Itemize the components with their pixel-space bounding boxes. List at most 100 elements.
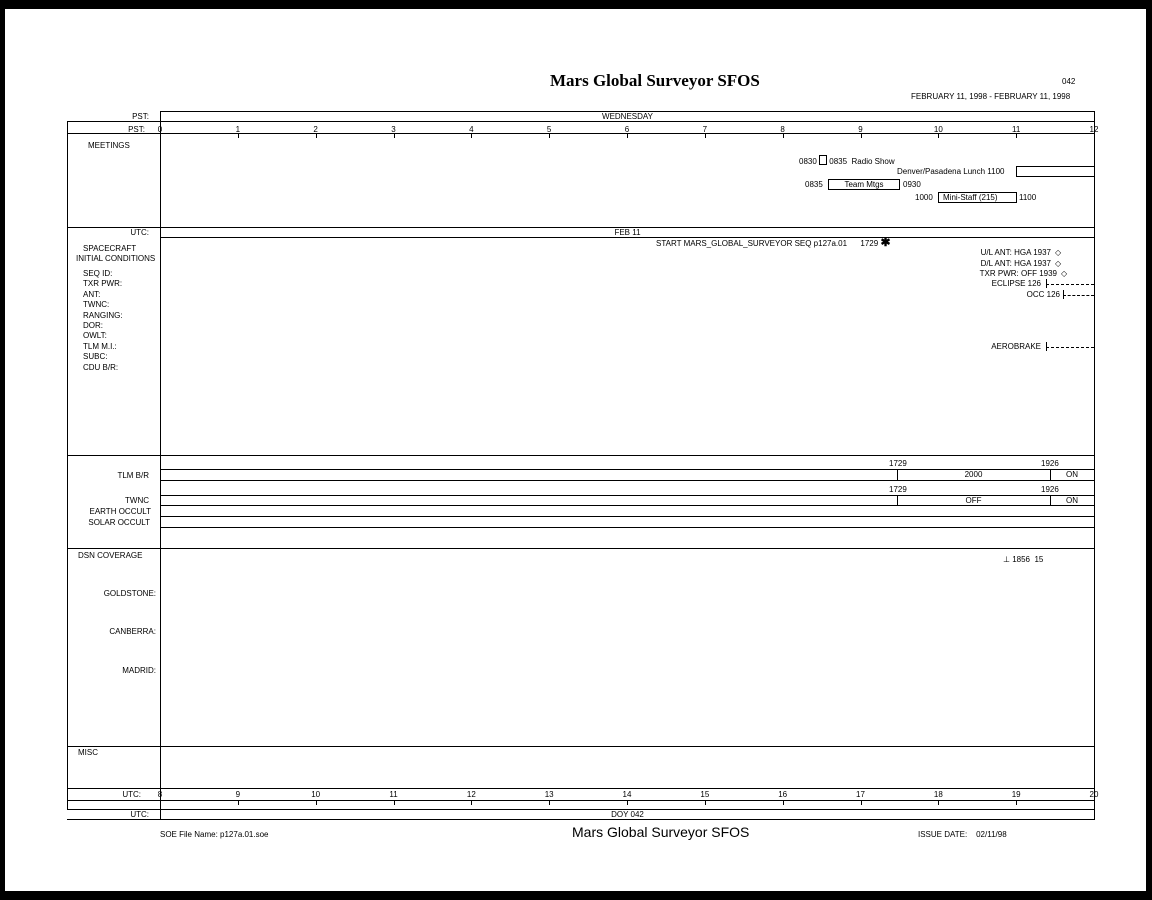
spacecraft-field-label: TWNC: — [83, 300, 110, 310]
file-name: SOE File Name: p127a.01.soe — [160, 830, 269, 839]
axis-tick-label: 15 — [700, 790, 710, 799]
initial-conditions-title: INITIAL CONDITIONS — [76, 254, 156, 263]
asterisk-icon: ✱ — [880, 235, 891, 249]
axis-tick — [1016, 800, 1018, 805]
axis-tick — [237, 133, 239, 138]
spacecraft-field-label: TLM M.I.: — [83, 341, 117, 351]
spacecraft-title: SPACECRAFT — [83, 244, 137, 253]
spacecraft-field-label: DOR: — [83, 321, 103, 330]
axis-tick — [393, 133, 395, 138]
axis-tick-label: 8 — [780, 125, 785, 134]
utc-date-value: FEB 11 — [614, 228, 641, 237]
axis-tick — [704, 133, 706, 138]
axis-tick — [627, 133, 628, 138]
axis-tick-label: 3 — [391, 125, 396, 134]
utc-axis-label: UTC: — [122, 790, 141, 799]
utc-date-label: UTC: — [130, 228, 149, 237]
ul-ant-event: U/L ANT: HGA 1937 — [980, 248, 1051, 257]
doy-label: UTC: — [130, 810, 149, 819]
axis-tick — [938, 800, 940, 805]
meeting-radio-show: 0830 0835 Radio Show — [799, 155, 895, 166]
axis-tick-label: 10 — [311, 790, 321, 799]
axis-tick-label: 18 — [933, 790, 943, 799]
meeting-mini-staff: Mini-Staff (215) — [938, 192, 1017, 203]
spacecraft-field-label: RANGING: — [83, 310, 123, 320]
canberra-label: CANBERRA: — [109, 627, 156, 636]
aerobrake-event: AEROBRAKE — [991, 342, 1041, 351]
axis-tick-label: 8 — [157, 790, 163, 799]
twnc-v1: OFF — [965, 496, 982, 505]
axis-tick-label: 11 — [1012, 125, 1021, 134]
axis-tick-label: 13 — [544, 790, 554, 799]
axis-tick-label: 12 — [1089, 125, 1099, 134]
axis-tick — [471, 800, 473, 805]
axis-tick — [315, 133, 317, 138]
dsn-event: ⊥ 1856 15 — [1003, 555, 1044, 564]
sfos-page: Mars Global Surveyor SFOS 042 FEBRUARY 1… — [5, 9, 1146, 891]
mini-staff-end: 1100 — [1019, 193, 1037, 202]
axis-tick-label: 7 — [702, 125, 708, 134]
occ-event: OCC 126 — [1026, 290, 1060, 299]
axis-tick-label: 19 — [1011, 790, 1021, 799]
axis-tick — [860, 800, 862, 805]
diamond-icon: ◇ — [1055, 259, 1062, 268]
axis-tick — [704, 800, 706, 805]
page-title: Mars Global Surveyor SFOS — [550, 71, 760, 90]
doy-value: DOY 042 — [611, 810, 644, 819]
axis-tick — [549, 133, 551, 138]
misc-label: MISC — [78, 748, 98, 757]
axis-tick — [782, 800, 784, 805]
axis-tick-label: 4 — [469, 125, 474, 134]
team-mtgs-end: 0930 — [903, 180, 921, 189]
date-range: FEBRUARY 11, 1998 - FEBRUARY 11, 1998 — [911, 92, 1071, 101]
twnc-t2: 1926 — [1041, 485, 1059, 494]
axis-tick — [237, 800, 239, 805]
spacecraft-field-label: SEQ ID: — [83, 269, 113, 278]
eclipse-event: ECLIPSE 126 — [991, 279, 1041, 288]
txr-pwr-event: TXR PWR: OFF 1939 — [979, 269, 1057, 278]
axis-tick — [938, 133, 940, 138]
doc-number: 042 — [1062, 77, 1076, 86]
axis-tick-label: 9 — [858, 125, 863, 134]
spacecraft-field-label: OWLT: — [83, 331, 107, 341]
axis-tick-label: 11 — [389, 790, 398, 799]
pst-day-label: PST: — [132, 112, 149, 121]
diamond-icon: ◇ — [1061, 269, 1068, 278]
axis-tick-label: 20 — [1089, 790, 1099, 799]
mini-staff-start: 1000 — [915, 193, 933, 202]
spacecraft-field-label: SUBC: — [83, 352, 108, 362]
axis-tick-label: 5 — [546, 125, 552, 134]
axis-tick-label: 0 — [157, 125, 163, 134]
footer-title: Mars Global Surveyor SFOS — [572, 824, 750, 840]
tlm-br-v1: 2000 — [964, 470, 983, 479]
tlm-br-v2: ON — [1066, 470, 1078, 479]
axis-tick-label: 12 — [466, 790, 476, 799]
axis-tick-label: 6 — [624, 125, 630, 134]
axis-tick — [860, 133, 862, 138]
axis-tick-label: 17 — [856, 790, 865, 799]
axis-tick-label: 1 — [235, 125, 241, 134]
diamond-icon: ◇ — [1055, 248, 1062, 257]
madrid-label: MADRID: — [122, 666, 156, 675]
twnc-v2: ON — [1066, 496, 1078, 505]
pst-day-value: WEDNESDAY — [602, 112, 653, 121]
goldstone-label: GOLDSTONE: — [103, 589, 156, 598]
spacecraft-field-label: CDU B/R: — [83, 362, 119, 372]
axis-tick — [393, 800, 395, 805]
meetings-label: MEETINGS — [88, 141, 130, 150]
spacecraft-field-label: TXR PWR: — [83, 279, 123, 289]
axis-tick — [627, 800, 628, 805]
meeting-lunch: Denver/Pasadena Lunch 1100 — [897, 167, 1005, 176]
twnc-t1: 1729 — [889, 485, 907, 494]
down-arrow-icon: ⊥ — [1003, 555, 1010, 564]
issue-date: ISSUE DATE: 02/11/98 — [918, 830, 1007, 839]
meeting-team-mtgs: Team Mtgs — [828, 179, 900, 190]
tlm-br-t2: 1926 — [1041, 459, 1059, 468]
earth-occult-label: EARTH OCCULT — [89, 507, 152, 516]
twnc-label: TWNC — [125, 496, 149, 505]
spacecraft-field-label: ANT: — [83, 289, 101, 299]
team-mtgs-start: 0835 — [805, 180, 823, 189]
dsn-label: DSN COVERAGE — [78, 551, 143, 560]
dl-ant-event: D/L ANT: HGA 1937 — [980, 259, 1051, 268]
axis-tick-label: 16 — [778, 790, 788, 799]
